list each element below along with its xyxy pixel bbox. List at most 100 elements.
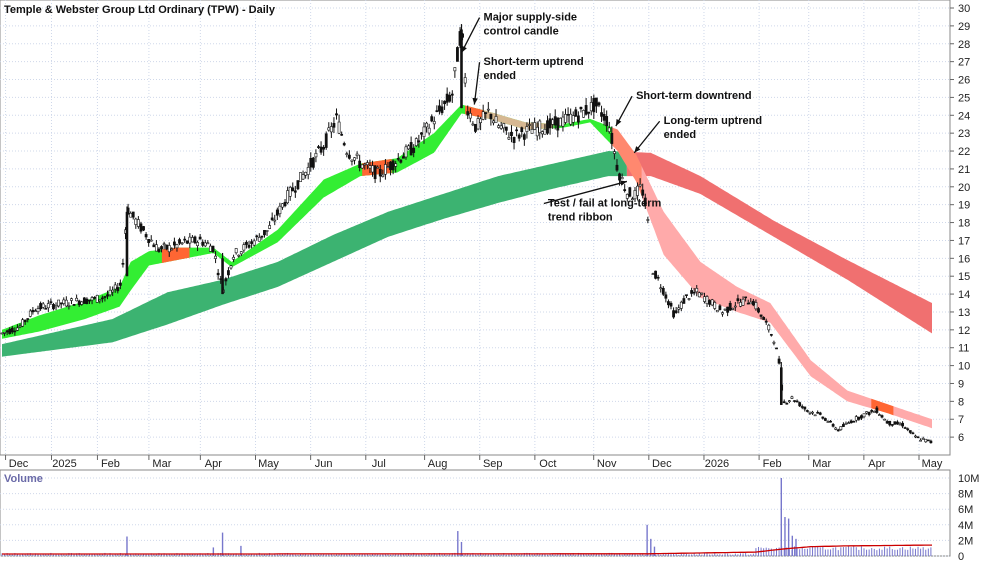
candle-body <box>641 189 645 196</box>
candle-body <box>515 129 519 132</box>
candle-body <box>520 127 524 133</box>
price-tick-label: 23 <box>958 128 970 140</box>
candle-body <box>445 93 449 103</box>
candle-body <box>499 125 503 129</box>
candle-body <box>371 165 374 173</box>
price-tick-label: 18 <box>958 218 970 230</box>
candle-body <box>710 299 714 306</box>
candle-body <box>844 423 848 425</box>
candle-body <box>510 131 513 137</box>
price-tick-label: 15 <box>958 271 970 283</box>
volume-average-line <box>2 544 932 555</box>
candle-body <box>736 298 740 301</box>
candle-body <box>903 427 907 429</box>
candle-body <box>522 134 526 140</box>
candle-body <box>667 301 670 306</box>
long-term-ribbon-up <box>2 151 627 357</box>
candle-body <box>268 225 272 229</box>
candle-body <box>823 418 827 421</box>
candle-body <box>857 416 861 420</box>
candle-body <box>242 244 246 251</box>
candle-body <box>221 258 224 295</box>
candle-body <box>347 154 351 159</box>
candle-body <box>183 238 187 241</box>
candle-body <box>121 263 125 265</box>
candle-body <box>26 318 30 320</box>
candle-body <box>383 164 387 175</box>
candle-body <box>430 116 434 122</box>
candle-body <box>93 297 97 299</box>
volume-title: Volume <box>4 473 43 485</box>
price-tick-label: 21 <box>958 164 970 176</box>
candle-body <box>579 106 583 110</box>
candle-body <box>314 153 318 158</box>
candle-body <box>427 127 431 134</box>
candle-body <box>654 270 657 279</box>
candle-body <box>165 244 169 250</box>
candle-body <box>396 158 400 160</box>
candle-body <box>749 301 753 305</box>
annotation-line: ended <box>484 70 516 82</box>
annotation-text: Short-term downtrend <box>636 90 752 102</box>
candle-body <box>638 184 642 187</box>
annotation-arrow <box>633 120 661 154</box>
candle-body <box>245 241 248 245</box>
candle-body <box>602 114 606 121</box>
candle-body <box>255 235 259 238</box>
candle-body <box>453 67 457 72</box>
candle-body <box>193 236 197 244</box>
long-term-ribbon-down <box>626 151 932 334</box>
candle-body <box>329 126 333 133</box>
candle-body <box>582 110 585 118</box>
candle-body <box>64 299 68 307</box>
candle-body <box>3 332 6 334</box>
month-label: Dec <box>9 458 29 470</box>
candle-body <box>860 415 863 419</box>
candle-body <box>790 396 794 399</box>
candle-body <box>746 302 750 305</box>
candle-body <box>479 118 483 123</box>
month-label: Nov <box>597 458 617 470</box>
candle-body <box>739 302 742 307</box>
price-tick-label: 8 <box>958 396 964 408</box>
candle-body <box>471 123 475 126</box>
candle-body <box>288 187 292 197</box>
candle-body <box>39 303 42 310</box>
month-label: May <box>922 458 943 470</box>
candle-body <box>723 308 727 311</box>
candle-body <box>690 290 693 294</box>
annotation-line: Short-term downtrend <box>636 90 752 102</box>
candle-body <box>813 414 817 417</box>
candle-body <box>898 423 902 426</box>
candle-body <box>697 292 701 298</box>
candle-body <box>118 282 122 286</box>
candle-body <box>438 105 441 112</box>
candle-body <box>332 122 336 128</box>
candle-body <box>605 116 609 127</box>
candle-body <box>762 317 766 320</box>
candle-body <box>821 416 825 419</box>
price-tick-label: 6 <box>958 432 964 444</box>
candle-body <box>353 157 356 161</box>
candle-body <box>23 319 27 323</box>
month-label: 2026 <box>705 458 729 470</box>
candle-body <box>867 411 871 415</box>
candle-body <box>368 165 372 169</box>
candle-body <box>90 297 94 301</box>
candle-body <box>533 122 537 130</box>
candle-body <box>31 309 35 313</box>
candle-body <box>229 265 233 269</box>
candle-body <box>574 109 578 117</box>
candle-body <box>718 305 722 310</box>
candle-body <box>191 237 194 243</box>
candle-body <box>692 291 696 294</box>
candle-body <box>247 244 251 248</box>
candle-body <box>517 134 521 139</box>
candle-body <box>358 160 362 168</box>
month-label: Mar <box>812 458 831 470</box>
candle-body <box>803 406 807 410</box>
candle-body <box>528 124 531 126</box>
candle-body <box>703 296 706 302</box>
candle-body <box>296 180 300 190</box>
